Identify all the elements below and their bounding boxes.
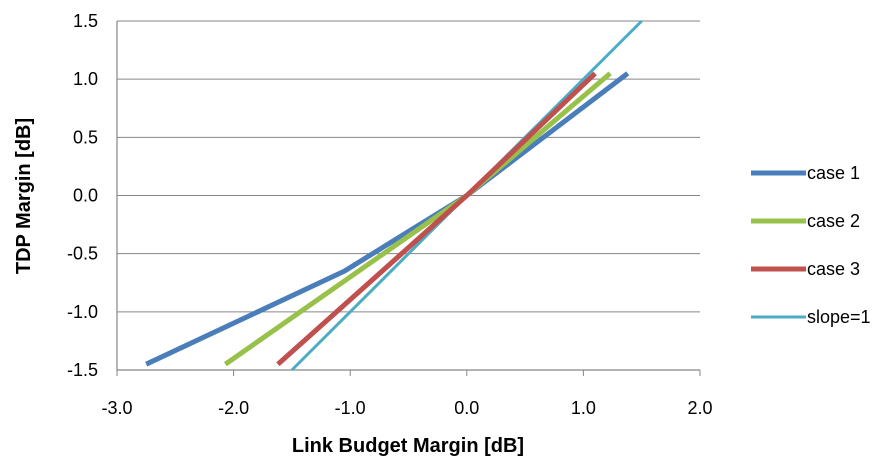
y-tick-label: -1.5 (67, 360, 98, 380)
x-tick-label: -3.0 (101, 398, 132, 418)
legend: case 1 case 2 case 3 slope=1 (751, 163, 871, 327)
axes (116, 21, 700, 371)
x-tick-label: 0.0 (454, 398, 479, 418)
x-tick-label: -2.0 (218, 398, 249, 418)
y-axis-title: TDP Margin [dB] (13, 118, 35, 274)
y-tick-label: -0.5 (67, 244, 98, 264)
y-tick-label: 1.5 (73, 11, 98, 31)
x-tick-label: 2.0 (687, 398, 712, 418)
series-line-case-3 (276, 71, 597, 367)
series-lines (145, 19, 643, 372)
x-axis-title: Link Budget Margin [dB] (292, 435, 524, 457)
y-tick-label: -1.0 (67, 302, 98, 322)
legend-label-case-1: case 1 (807, 163, 860, 183)
y-tick-label: 0.0 (73, 186, 98, 206)
y-tick-labels: 1.5 1.0 0.5 0.0 -0.5 -1.0 -1.5 (67, 11, 98, 380)
legend-label-slope-1: slope=1 (807, 307, 871, 327)
x-tick-labels: -3.0 -2.0 -1.0 0.0 1.0 2.0 (101, 398, 712, 418)
legend-label-case-3: case 3 (807, 259, 860, 279)
x-tick-marks (116, 370, 701, 376)
x-tick-label: -1.0 (335, 398, 366, 418)
y-tick-label: 1.0 (73, 69, 98, 89)
x-tick-label: 1.0 (571, 398, 596, 418)
series-line-case-1 (145, 71, 630, 367)
legend-label-case-2: case 2 (807, 211, 860, 231)
grid-lines (117, 20, 700, 313)
y-tick-label: 0.5 (73, 127, 98, 147)
